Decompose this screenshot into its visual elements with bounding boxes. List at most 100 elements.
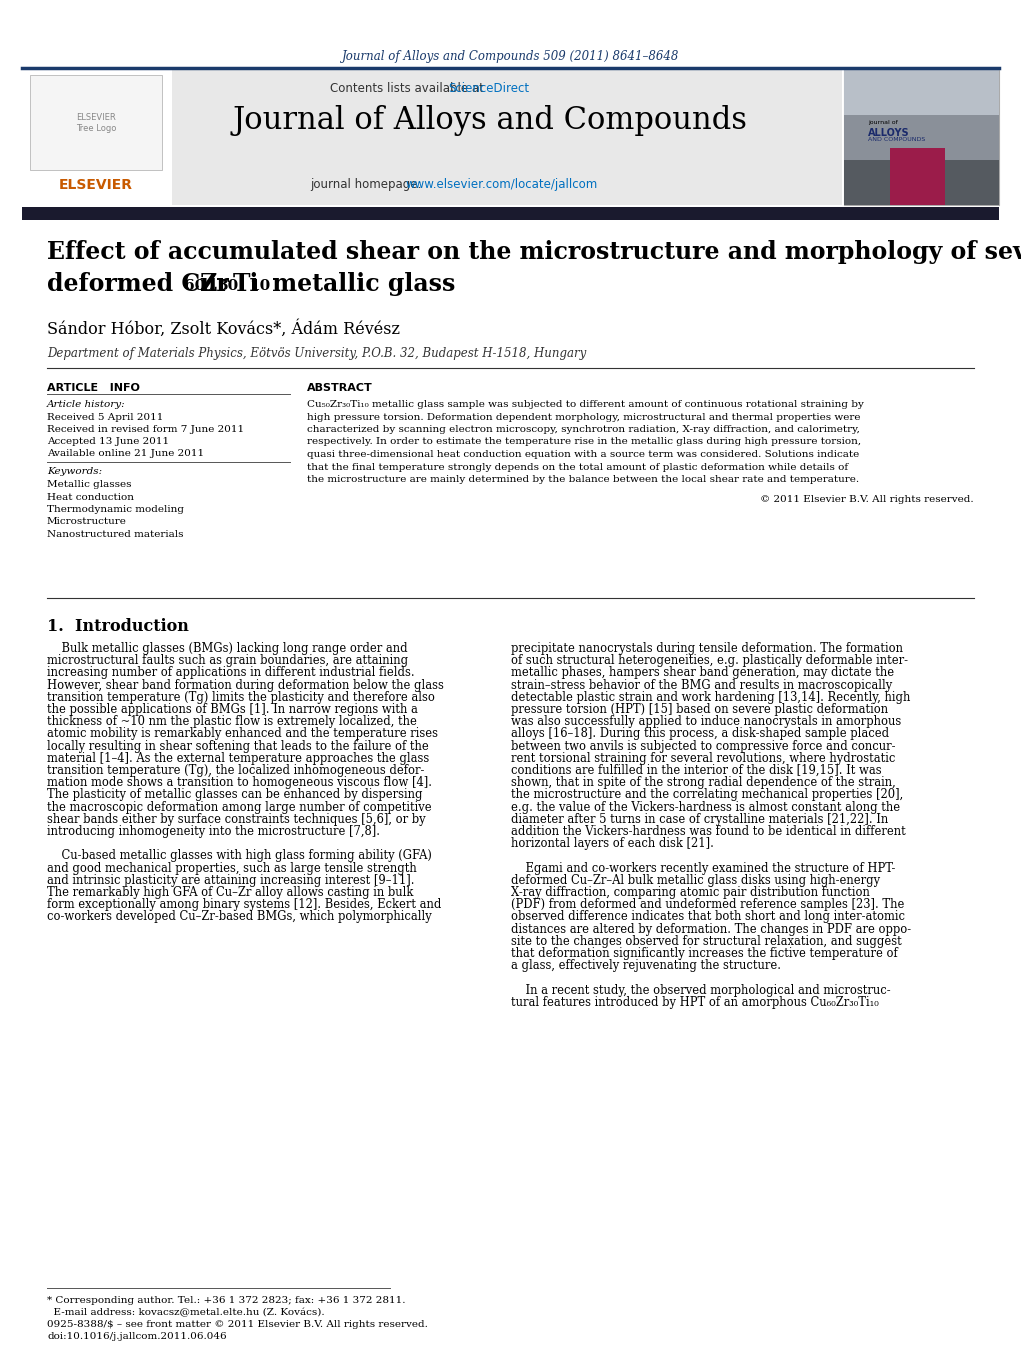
FancyBboxPatch shape <box>844 70 999 205</box>
Text: deformed Cu: deformed Cu <box>47 272 217 296</box>
Text: Heat conduction: Heat conduction <box>47 493 134 501</box>
Text: was also successfully applied to induce nanocrystals in amorphous: was also successfully applied to induce … <box>510 715 902 728</box>
Text: www.elsevier.com/locate/jallcom: www.elsevier.com/locate/jallcom <box>405 178 597 190</box>
Text: horizontal layers of each disk [21].: horizontal layers of each disk [21]. <box>510 838 714 850</box>
Text: microstructural faults such as grain boundaries, are attaining: microstructural faults such as grain bou… <box>47 654 408 667</box>
Text: ABSTRACT: ABSTRACT <box>307 382 373 393</box>
Text: precipitate nanocrystals during tensile deformation. The formation: precipitate nanocrystals during tensile … <box>510 642 903 655</box>
Text: e.g. the value of the Vickers-hardness is almost constant along the: e.g. the value of the Vickers-hardness i… <box>510 801 901 813</box>
Text: shown, that in spite of the strong radial dependence of the strain,: shown, that in spite of the strong radia… <box>510 777 895 789</box>
Text: conditions are fulfilled in the interior of the disk [19,15]. It was: conditions are fulfilled in the interior… <box>510 765 881 777</box>
Text: Journal of Alloys and Compounds: Journal of Alloys and Compounds <box>233 105 747 136</box>
Text: 10: 10 <box>249 280 271 293</box>
Text: rent torsional straining for several revolutions, where hydrostatic: rent torsional straining for several rev… <box>510 751 895 765</box>
Text: ELSEVIER
Tree Logo: ELSEVIER Tree Logo <box>76 113 116 132</box>
Text: site to the changes observed for structural relaxation, and suggest: site to the changes observed for structu… <box>510 935 902 948</box>
Text: Received in revised form 7 June 2011: Received in revised form 7 June 2011 <box>47 426 244 434</box>
Text: X-ray diffraction, comparing atomic pair distribution function: X-ray diffraction, comparing atomic pair… <box>510 886 870 898</box>
Text: mation mode shows a transition to homogeneous viscous flow [4].: mation mode shows a transition to homoge… <box>47 777 432 789</box>
Text: Bulk metallic glasses (BMGs) lacking long range order and: Bulk metallic glasses (BMGs) lacking lon… <box>47 642 407 655</box>
Text: the macroscopic deformation among large number of competitive: the macroscopic deformation among large … <box>47 801 432 813</box>
Text: 0925-8388/$ – see front matter © 2011 Elsevier B.V. All rights reserved.: 0925-8388/$ – see front matter © 2011 El… <box>47 1320 428 1329</box>
Text: Nanostructured materials: Nanostructured materials <box>47 530 184 539</box>
Text: Sándor Hóbor, Zsolt Kovács*, Ádám Révész: Sándor Hóbor, Zsolt Kovács*, Ádám Révész <box>47 320 400 338</box>
Text: Cu-based metallic glasses with high glass forming ability (GFA): Cu-based metallic glasses with high glas… <box>47 850 432 862</box>
Text: diameter after 5 turns in case of crystalline materials [21,22]. In: diameter after 5 turns in case of crysta… <box>510 813 888 825</box>
Text: Thermodynamic modeling: Thermodynamic modeling <box>47 505 184 513</box>
Text: Metallic glasses: Metallic glasses <box>47 480 132 489</box>
Text: form exceptionally among binary systems [12]. Besides, Eckert and: form exceptionally among binary systems … <box>47 898 441 911</box>
Text: between two anvils is subjected to compressive force and concur-: between two anvils is subjected to compr… <box>510 739 895 753</box>
Text: strain–stress behavior of the BMG and results in macroscopically: strain–stress behavior of the BMG and re… <box>510 678 892 692</box>
FancyBboxPatch shape <box>22 70 842 205</box>
Text: introducing inhomogeneity into the microstructure [7,8].: introducing inhomogeneity into the micro… <box>47 825 380 838</box>
Text: Cu₅₀Zr₃₀Ti₁₀ metallic glass sample was subjected to different amount of continuo: Cu₅₀Zr₃₀Ti₁₀ metallic glass sample was s… <box>307 400 864 409</box>
FancyBboxPatch shape <box>844 159 999 205</box>
Text: alloys [16–18]. During this process, a disk-shaped sample placed: alloys [16–18]. During this process, a d… <box>510 727 889 740</box>
Text: characterized by scanning electron microscopy, synchrotron radiation, X-ray diff: characterized by scanning electron micro… <box>307 426 860 434</box>
Text: However, shear band formation during deformation below the glass: However, shear band formation during def… <box>47 678 444 692</box>
Text: ALLOYS: ALLOYS <box>868 128 910 138</box>
Text: Accepted 13 June 2011: Accepted 13 June 2011 <box>47 436 169 446</box>
Text: shear bands either by surface constraints techniques [5,6], or by: shear bands either by surface constraint… <box>47 813 426 825</box>
Text: Journal of Alloys and Compounds 509 (2011) 8641–8648: Journal of Alloys and Compounds 509 (201… <box>342 50 680 63</box>
Text: metallic glass: metallic glass <box>264 272 455 296</box>
Text: atomic mobility is remarkably enhanced and the temperature rises: atomic mobility is remarkably enhanced a… <box>47 727 438 740</box>
Text: Keywords:: Keywords: <box>47 467 102 476</box>
Text: pressure torsion (HPT) [15] based on severe plastic deformation: pressure torsion (HPT) [15] based on sev… <box>510 703 888 716</box>
Text: In a recent study, the observed morphological and microstruc-: In a recent study, the observed morpholo… <box>510 984 890 997</box>
Text: The remarkably high GFA of Cu–Zr alloy allows casting in bulk: The remarkably high GFA of Cu–Zr alloy a… <box>47 886 414 898</box>
Text: (PDF) from deformed and undeformed reference samples [23]. The: (PDF) from deformed and undeformed refer… <box>510 898 905 911</box>
Text: © 2011 Elsevier B.V. All rights reserved.: © 2011 Elsevier B.V. All rights reserved… <box>761 496 974 504</box>
Text: ELSEVIER: ELSEVIER <box>59 178 133 192</box>
FancyBboxPatch shape <box>844 115 999 159</box>
Text: 30: 30 <box>218 280 239 293</box>
Text: Microstructure: Microstructure <box>47 517 127 527</box>
Text: Egami and co-workers recently examined the structure of HPT-: Egami and co-workers recently examined t… <box>510 862 895 874</box>
Text: and intrinsic plasticity are attaining increasing interest [9–11].: and intrinsic plasticity are attaining i… <box>47 874 415 886</box>
Text: increasing number of applications in different industrial fields.: increasing number of applications in dif… <box>47 666 415 680</box>
Text: that the final temperature strongly depends on the total amount of plastic defor: that the final temperature strongly depe… <box>307 462 848 471</box>
Text: transition temperature (Tg), the localized inhomogeneous defor-: transition temperature (Tg), the localiz… <box>47 765 425 777</box>
Text: detectable plastic strain and work hardening [13,14]. Recently, high: detectable plastic strain and work harde… <box>510 690 911 704</box>
Text: * Corresponding author. Tel.: +36 1 372 2823; fax: +36 1 372 2811.: * Corresponding author. Tel.: +36 1 372 … <box>47 1296 405 1305</box>
Text: journal of: journal of <box>868 120 897 126</box>
Text: that deformation significantly increases the fictive temperature of: that deformation significantly increases… <box>510 947 897 961</box>
Text: transition temperature (Tg) limits the plasticity and therefore also: transition temperature (Tg) limits the p… <box>47 690 435 704</box>
Text: material [1–4]. As the external temperature approaches the glass: material [1–4]. As the external temperat… <box>47 751 429 765</box>
Text: metallic phases, hampers shear band generation, may dictate the: metallic phases, hampers shear band gene… <box>510 666 894 680</box>
Text: quasi three-dimensional heat conduction equation with a source term was consider: quasi three-dimensional heat conduction … <box>307 450 860 459</box>
Text: high pressure torsion. Deformation dependent morphology, microstructural and the: high pressure torsion. Deformation depen… <box>307 412 861 422</box>
Text: of such structural heterogeneities, e.g. plastically deformable inter-: of such structural heterogeneities, e.g.… <box>510 654 908 667</box>
FancyBboxPatch shape <box>22 70 172 205</box>
Text: distances are altered by deformation. The changes in PDF are oppo-: distances are altered by deformation. Th… <box>510 923 911 936</box>
Text: and good mechanical properties, such as large tensile strength: and good mechanical properties, such as … <box>47 862 417 874</box>
Text: AND COMPOUNDS: AND COMPOUNDS <box>868 136 925 142</box>
Text: doi:10.1016/j.jallcom.2011.06.046: doi:10.1016/j.jallcom.2011.06.046 <box>47 1332 227 1342</box>
Text: the microstructure are mainly determined by the balance between the local shear : the microstructure are mainly determined… <box>307 476 859 484</box>
Text: Zr: Zr <box>199 272 229 296</box>
Text: a glass, effectively rejuvenating the structure.: a glass, effectively rejuvenating the st… <box>510 959 781 973</box>
Text: 1.  Introduction: 1. Introduction <box>47 617 189 635</box>
Text: co-workers developed Cu–Zr-based BMGs, which polymorphically: co-workers developed Cu–Zr-based BMGs, w… <box>47 911 432 923</box>
Text: deformed Cu–Zr–Al bulk metallic glass disks using high-energy: deformed Cu–Zr–Al bulk metallic glass di… <box>510 874 880 886</box>
Text: Received 5 April 2011: Received 5 April 2011 <box>47 413 163 422</box>
Text: Ti: Ti <box>233 272 259 296</box>
Text: Contents lists available at: Contents lists available at <box>330 82 488 95</box>
Text: Article history:: Article history: <box>47 400 126 409</box>
Text: tural features introduced by HPT of an amorphous Cu₆₀Zr₃₀Ti₁₀: tural features introduced by HPT of an a… <box>510 996 879 1009</box>
Text: Department of Materials Physics, Eötvös University, P.O.B. 32, Budapest H-1518, : Department of Materials Physics, Eötvös … <box>47 347 586 359</box>
Text: ARTICLE   INFO: ARTICLE INFO <box>47 382 140 393</box>
Text: thickness of ~10 nm the plastic flow is extremely localized, the: thickness of ~10 nm the plastic flow is … <box>47 715 417 728</box>
Text: addition the Vickers-hardness was found to be identical in different: addition the Vickers-hardness was found … <box>510 825 906 838</box>
Text: respectively. In order to estimate the temperature rise in the metallic glass du: respectively. In order to estimate the t… <box>307 438 861 446</box>
Text: journal homepage:: journal homepage: <box>310 178 426 190</box>
FancyBboxPatch shape <box>844 70 999 115</box>
Text: 60: 60 <box>184 280 205 293</box>
Text: observed difference indicates that both short and long inter-atomic: observed difference indicates that both … <box>510 911 905 923</box>
Text: locally resulting in shear softening that leads to the failure of the: locally resulting in shear softening tha… <box>47 739 429 753</box>
Text: The plasticity of metallic glasses can be enhanced by dispersing: The plasticity of metallic glasses can b… <box>47 789 423 801</box>
Text: the possible applications of BMGs [1]. In narrow regions with a: the possible applications of BMGs [1]. I… <box>47 703 418 716</box>
FancyBboxPatch shape <box>22 207 999 220</box>
FancyBboxPatch shape <box>890 149 945 205</box>
